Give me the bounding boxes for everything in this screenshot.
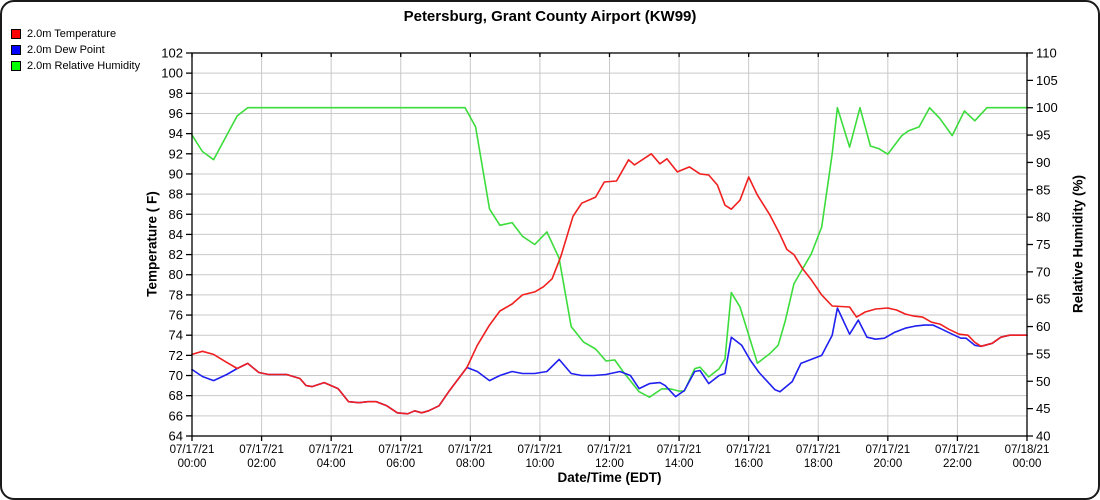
left-tick-label: 70 bbox=[169, 368, 183, 383]
left-tick-label: 66 bbox=[169, 408, 183, 423]
right-tick-label: 50 bbox=[1036, 374, 1050, 389]
x-tick-time-label: 12:00 bbox=[595, 458, 624, 470]
left-tick-label: 76 bbox=[169, 308, 183, 323]
left-tick-label: 68 bbox=[169, 388, 183, 403]
left-tick-label: 96 bbox=[169, 106, 183, 121]
x-tick-date-label: 07/17/21 bbox=[518, 444, 563, 456]
right-tick-label: 95 bbox=[1036, 128, 1050, 143]
x-tick-date-label: 07/17/21 bbox=[865, 444, 910, 456]
right-tick-label: 55 bbox=[1036, 346, 1050, 361]
x-tick-date-label: 07/17/21 bbox=[239, 444, 284, 456]
x-tick-time-label: 18:00 bbox=[804, 458, 833, 470]
x-tick-time-label: 02:00 bbox=[247, 458, 276, 470]
legend: 2.0m Temperature 2.0m Dew Point 2.0m Rel… bbox=[11, 28, 140, 72]
right-tick-label: 90 bbox=[1036, 155, 1050, 170]
x-tick-date-label: 07/17/21 bbox=[448, 444, 493, 456]
left-tick-label: 90 bbox=[169, 166, 183, 181]
x-tick-date-label: 07/17/21 bbox=[309, 444, 354, 456]
right-tick-label: 85 bbox=[1036, 182, 1050, 197]
right-tick-label: 65 bbox=[1036, 292, 1050, 307]
x-tick-time-label: 22:00 bbox=[943, 458, 972, 470]
right-tick-label: 45 bbox=[1036, 401, 1050, 416]
x-tick-date-label: 07/18/21 bbox=[1005, 444, 1050, 456]
legend-label-temperature: 2.0m Temperature bbox=[27, 28, 117, 40]
left-tick-label: 88 bbox=[169, 187, 183, 202]
right-tick-label: 60 bbox=[1036, 319, 1050, 334]
left-tick-label: 72 bbox=[169, 348, 183, 363]
left-tick-label: 84 bbox=[169, 227, 183, 242]
temperature-swatch-icon bbox=[11, 29, 21, 39]
left-tick-label: 92 bbox=[169, 146, 183, 161]
left-tick-label: 78 bbox=[169, 287, 183, 302]
legend-item-temperature: 2.0m Temperature bbox=[11, 28, 140, 40]
x-tick-time-label: 14:00 bbox=[665, 458, 694, 470]
x-tick-date-label: 07/17/21 bbox=[726, 444, 771, 456]
x-tick-time-label: 16:00 bbox=[734, 458, 763, 470]
relative-humidity-swatch-icon bbox=[11, 61, 21, 71]
right-tick-label: 80 bbox=[1036, 210, 1050, 225]
right-tick-label: 100 bbox=[1036, 100, 1058, 115]
right-tick-label: 75 bbox=[1036, 237, 1050, 252]
right-tick-label: 70 bbox=[1036, 264, 1050, 279]
x-tick-date-label: 07/17/21 bbox=[170, 444, 215, 456]
right-tick-label: 110 bbox=[1036, 46, 1057, 61]
x-tick-time-label: 00:00 bbox=[178, 458, 207, 470]
x-tick-time-label: 08:00 bbox=[456, 458, 485, 470]
x-tick-date-label: 07/17/21 bbox=[657, 444, 702, 456]
left-tick-label: 80 bbox=[169, 267, 183, 282]
left-tick-label: 82 bbox=[169, 247, 183, 262]
x-tick-date-label: 07/17/21 bbox=[587, 444, 632, 456]
x-tick-date-label: 07/17/21 bbox=[796, 444, 841, 456]
left-tick-label: 64 bbox=[169, 429, 183, 444]
temperature-line bbox=[191, 153, 1028, 415]
legend-label-dew-point: 2.0m Dew Point bbox=[27, 44, 105, 56]
chart-title: Petersburg, Grant County Airport (KW99) bbox=[403, 8, 697, 25]
left-tick-label: 102 bbox=[161, 46, 183, 61]
x-tick-time-label: 10:00 bbox=[526, 458, 555, 470]
x-axis-title: Date/Time (EDT) bbox=[557, 470, 662, 485]
legend-label-relative-humidity: 2.0m Relative Humidity bbox=[27, 60, 141, 72]
x-tick-time-label: 04:00 bbox=[317, 458, 346, 470]
x-tick-time-label: 06:00 bbox=[386, 458, 415, 470]
right-tick-label: 105 bbox=[1036, 73, 1058, 88]
x-tick-time-label: 00:00 bbox=[1013, 458, 1042, 470]
legend-item-relative-humidity: 2.0m Relative Humidity bbox=[11, 60, 140, 72]
x-tick-date-label: 07/17/21 bbox=[935, 444, 980, 456]
dew-point-swatch-icon bbox=[11, 45, 21, 55]
x-tick-time-label: 20:00 bbox=[873, 458, 902, 470]
left-tick-label: 86 bbox=[169, 207, 183, 222]
legend-item-dew-point: 2.0m Dew Point bbox=[11, 44, 140, 56]
left-tick-label: 100 bbox=[161, 66, 183, 81]
left-tick-label: 98 bbox=[169, 86, 183, 101]
relative-humidity-line bbox=[191, 106, 1028, 399]
x-tick-date-label: 07/17/21 bbox=[378, 444, 423, 456]
left-tick-label: 74 bbox=[169, 328, 183, 343]
left-tick-label: 94 bbox=[169, 126, 183, 141]
right-tick-label: 40 bbox=[1036, 429, 1050, 444]
